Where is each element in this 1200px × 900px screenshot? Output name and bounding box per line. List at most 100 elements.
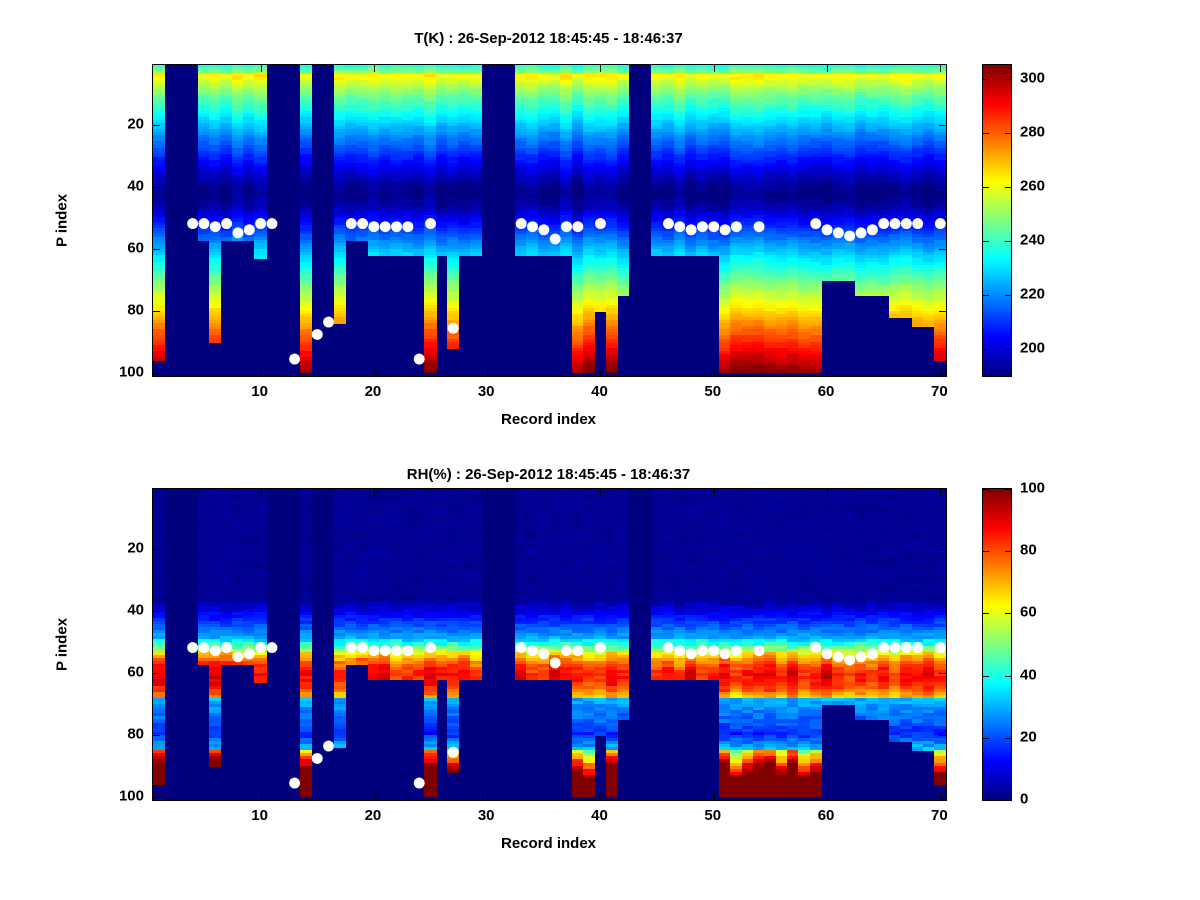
x-tick-mark xyxy=(713,793,715,800)
heatmap-axes-relative-humidity[interactable] xyxy=(152,488,947,801)
colorbar-tick-mark xyxy=(983,489,989,490)
x-tick-mark xyxy=(600,65,602,72)
heatmap-image-relative-humidity xyxy=(153,489,946,800)
y-tick-mark xyxy=(153,735,160,736)
x-tick-mark xyxy=(940,369,942,376)
colorbar-tick-label: 200 xyxy=(1020,339,1046,357)
x-tick-label: 30 xyxy=(477,383,495,400)
y-tick-mark xyxy=(939,372,946,374)
colorbar-tick-label: 100 xyxy=(1020,479,1046,497)
y-tick-mark xyxy=(153,549,160,551)
y-tick-mark xyxy=(153,125,160,127)
colorbar-tick-mark xyxy=(1005,737,1011,739)
x-tick-mark xyxy=(600,793,602,800)
x-tick-mark xyxy=(713,65,715,72)
y-tick-mark xyxy=(153,311,160,312)
colorbar-tick-label: 60 xyxy=(1020,603,1037,621)
y-tick-mark xyxy=(153,249,160,251)
colorbar-tick-label: 20 xyxy=(1020,728,1037,746)
x-tick-mark xyxy=(827,369,829,376)
x-tick-label: 30 xyxy=(477,807,495,824)
x-tick-label: 40 xyxy=(591,807,608,824)
x-tick-mark xyxy=(940,793,942,800)
x-tick-mark xyxy=(260,793,262,800)
colorbar-tick-mark xyxy=(1005,675,1011,677)
colorbar-tick-label: 260 xyxy=(1020,177,1046,195)
colorbar-tick-mark xyxy=(983,675,989,677)
x-tick-mark xyxy=(940,65,942,72)
colorbar-tick-mark xyxy=(983,551,989,553)
colorbar-tick-label: 0 xyxy=(1020,790,1029,808)
panel-title-temperature: T(K) : 26-Sep-2012 18:45:45 - 18:46:37 xyxy=(414,30,683,47)
colorbar-tick-mark xyxy=(983,348,989,350)
y-tick-mark xyxy=(939,796,946,798)
y-tick-mark xyxy=(939,125,946,127)
x-tick-mark xyxy=(600,489,602,496)
x-axis-label-relative-humidity: Record index xyxy=(500,835,597,852)
x-tick-label: 20 xyxy=(364,383,382,400)
x-tick-mark xyxy=(373,489,375,496)
y-tick-label: 60 xyxy=(127,663,144,681)
colorbar-tick-label: 220 xyxy=(1020,285,1046,303)
colorbar-gradient-temperature xyxy=(983,65,1011,376)
colorbar-temperature[interactable] xyxy=(982,64,1012,377)
y-axis-label-relative-humidity: P index xyxy=(53,617,71,672)
x-tick-mark xyxy=(487,489,489,496)
panel-temperature: T(K) : 26-Sep-2012 18:45:45 - 18:46:37 2… xyxy=(54,30,1046,428)
colorbar-relative-humidity[interactable] xyxy=(982,488,1012,801)
x-tick-mark xyxy=(487,65,489,72)
colorbar-tick-mark xyxy=(983,737,989,739)
x-tick-mark xyxy=(373,65,375,72)
x-tick-mark xyxy=(260,489,262,496)
x-tick-label: 10 xyxy=(251,383,268,400)
y-tick-mark xyxy=(153,673,160,675)
colorbar-tick-mark xyxy=(1005,240,1011,242)
x-tick-mark xyxy=(373,369,375,376)
y-tick-mark xyxy=(939,311,946,312)
x-tick-mark xyxy=(260,65,262,72)
colorbar-gradient-relative-humidity xyxy=(983,489,1011,800)
heatmap-axes-temperature[interactable] xyxy=(152,64,947,377)
y-tick-mark xyxy=(939,187,946,189)
colorbar-tick-mark xyxy=(1005,294,1011,296)
colorbar-tick-label: 80 xyxy=(1020,541,1037,559)
x-tick-label: 50 xyxy=(704,807,722,824)
colorbar-tick-mark xyxy=(983,294,989,296)
colorbar-tick-mark xyxy=(983,240,989,242)
colorbar-tick-label: 300 xyxy=(1020,69,1046,87)
y-tick-label: 100 xyxy=(118,363,144,381)
y-tick-label: 40 xyxy=(127,177,144,195)
heatmap-image-temperature xyxy=(153,65,946,376)
colorbar-tick-mark xyxy=(1005,132,1011,134)
colorbar-tick-mark xyxy=(983,78,989,80)
x-tick-label: 70 xyxy=(930,383,948,400)
x-tick-label: 70 xyxy=(930,807,948,824)
y-tick-mark xyxy=(153,372,160,374)
y-tick-mark xyxy=(153,187,160,189)
colorbar-tick-mark xyxy=(983,613,989,615)
x-tick-mark xyxy=(827,793,829,800)
panel-title-relative-humidity: RH(%) : 26-Sep-2012 18:45:45 - 18:46:37 xyxy=(406,466,691,483)
y-tick-label: 100 xyxy=(118,787,144,805)
x-tick-label: 60 xyxy=(817,383,835,400)
colorbar-tick-mark xyxy=(1005,186,1011,188)
x-tick-mark xyxy=(713,489,715,496)
x-tick-label: 40 xyxy=(591,383,608,400)
y-tick-mark xyxy=(939,249,946,251)
colorbar-tick-mark xyxy=(1005,551,1011,553)
x-tick-mark xyxy=(827,65,829,72)
y-tick-mark xyxy=(153,796,160,798)
y-tick-mark xyxy=(153,611,160,613)
colorbar-tick-mark xyxy=(983,800,989,801)
y-tick-mark xyxy=(939,735,946,736)
y-tick-label: 40 xyxy=(127,601,144,619)
colorbar-tick-mark xyxy=(1005,613,1011,615)
y-tick-label: 80 xyxy=(127,301,144,319)
y-tick-label: 20 xyxy=(127,539,144,557)
x-tick-label: 10 xyxy=(251,807,268,824)
x-tick-label: 50 xyxy=(704,383,722,400)
y-tick-label: 80 xyxy=(127,725,144,743)
colorbar-tick-mark xyxy=(1005,78,1011,80)
colorbar-tick-label: 40 xyxy=(1020,666,1037,684)
colorbar-tick-mark xyxy=(1005,800,1011,801)
